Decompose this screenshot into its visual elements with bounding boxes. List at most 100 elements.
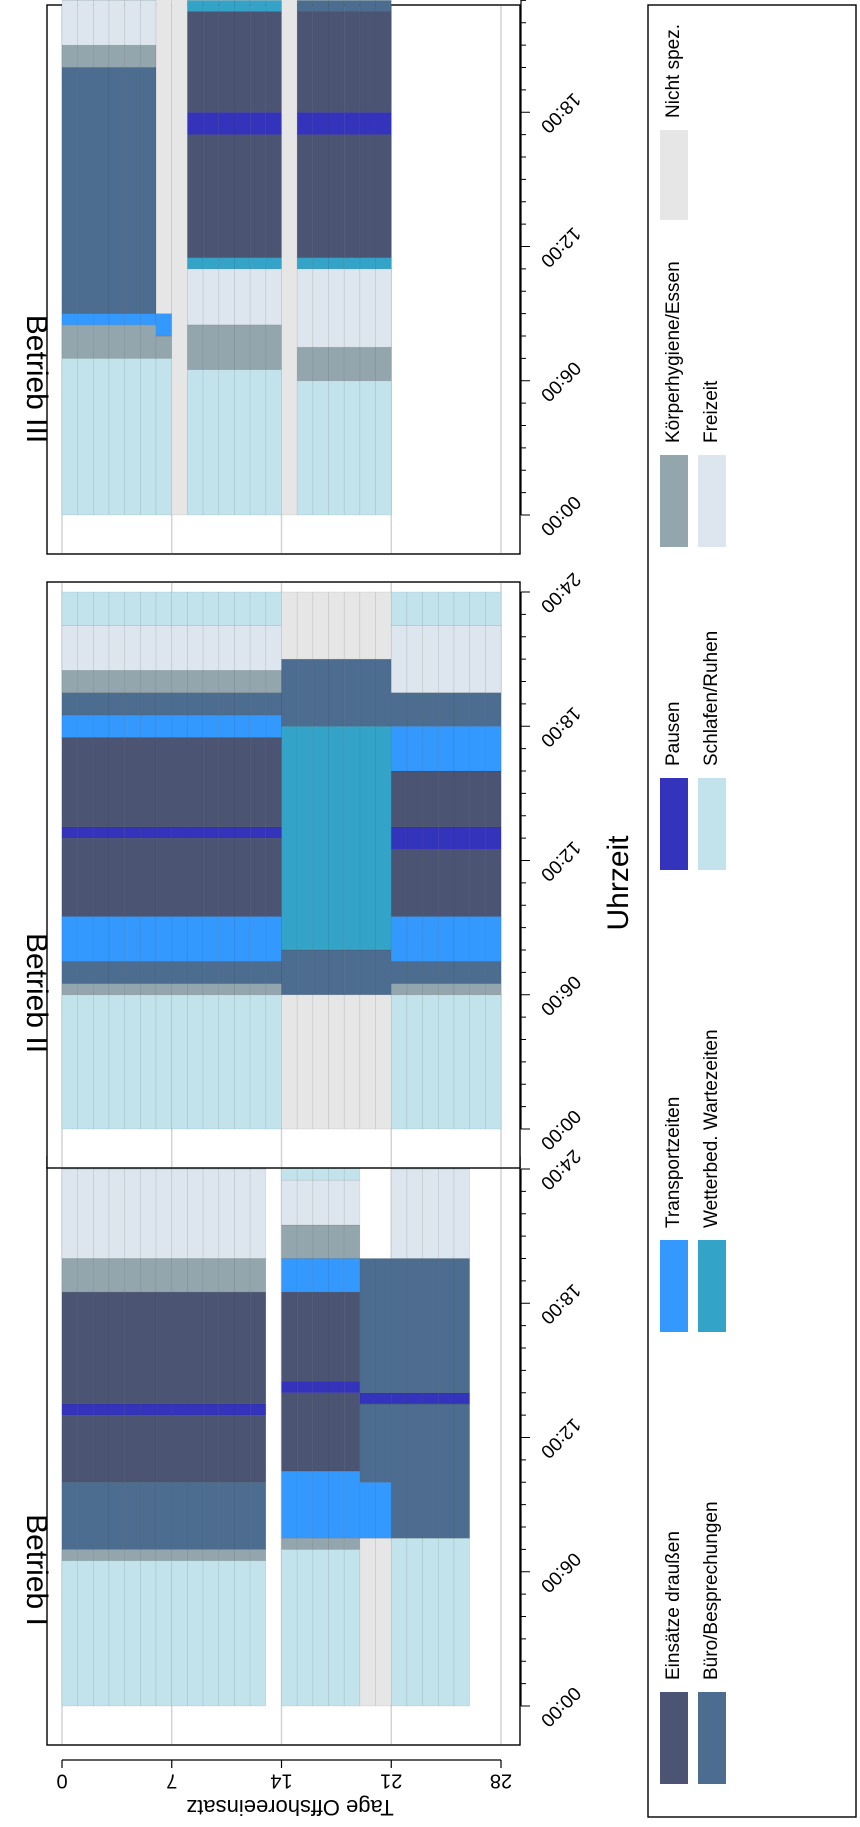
data-segment: [485, 849, 502, 917]
data-segment: [234, 1549, 251, 1561]
data-segment: [281, 1291, 298, 1382]
data-segment: [234, 0, 251, 12]
data-segment: [296, 1179, 314, 1226]
data-segment: [234, 1168, 251, 1259]
data-segment: [359, 1537, 376, 1707]
legend-label: Pausen: [663, 702, 684, 766]
hour-tick-label: 24:00: [536, 568, 584, 616]
data-segment: [108, 44, 126, 68]
data-segment: [202, 837, 220, 917]
data-segment: [124, 692, 141, 716]
data-segment: [218, 369, 235, 516]
data-segment: [328, 380, 345, 516]
data-segment: [234, 591, 251, 626]
data-segment: [390, 625, 408, 693]
data-segment: [328, 11, 345, 113]
data-segment: [61, 591, 78, 626]
data-segment: [77, 313, 94, 326]
data-segment: [171, 625, 188, 671]
data-segment: [187, 1560, 204, 1707]
data-segment: [61, 994, 78, 1130]
data-segment: [108, 692, 126, 716]
data-segment: [61, 1549, 78, 1561]
data-segment: [312, 257, 329, 270]
data-segment: [375, 1258, 392, 1394]
data-segment: [265, 960, 282, 984]
data-segment: [77, 960, 94, 984]
data-segment: [422, 1258, 439, 1394]
data-segment: [108, 324, 126, 359]
data-segment: [422, 960, 439, 984]
data-segment: [140, 960, 157, 984]
data-segment: [61, 324, 78, 359]
data-segment: [265, 737, 282, 828]
data-segment: [406, 849, 423, 917]
data-segment: [437, 725, 455, 772]
data-segment: [108, 1560, 126, 1707]
data-segment: [61, 1258, 78, 1293]
data-segment: [390, 1403, 408, 1539]
data-segment: [406, 1168, 423, 1259]
data-segment: [375, 994, 392, 1130]
data-segment: [296, 257, 314, 270]
data-segment: [265, 826, 282, 839]
day-tick-label: 14: [270, 1770, 292, 1792]
data-segment: [359, 111, 376, 135]
data-segment: [93, 1291, 110, 1405]
data-segment: [187, 324, 204, 370]
data-segment: [93, 960, 110, 984]
hour-tick-label: 24:00: [536, 0, 584, 3]
data-segment: [359, 268, 376, 348]
data-segment: [375, 949, 392, 996]
data-segment: [155, 983, 173, 996]
data-segment: [328, 994, 345, 1130]
data-segment: [61, 983, 78, 996]
data-segment: [108, 714, 126, 738]
data-segment: [328, 1179, 345, 1226]
data-segment: [296, 658, 314, 727]
data-segment: [202, 11, 220, 113]
data-segment: [61, 0, 78, 46]
data-segment: [390, 591, 408, 626]
data-segment: [77, 1481, 94, 1550]
data-segment: [171, 737, 188, 828]
data-segment: [359, 257, 376, 270]
data-segment: [359, 380, 376, 516]
data-segment: [359, 1258, 376, 1394]
data-segment: [312, 1224, 329, 1259]
data-segment: [140, 591, 157, 626]
data-segment: [485, 770, 502, 828]
data-segment: [265, 134, 282, 258]
data-segment: [124, 983, 141, 996]
data-segment: [108, 1549, 126, 1561]
data-segment: [390, 916, 408, 962]
data-segment: [234, 1291, 251, 1405]
data-segment: [124, 960, 141, 984]
data-segment: [281, 0, 298, 516]
data-segment: [77, 1258, 94, 1293]
data-segment: [61, 737, 78, 828]
data-segment: [328, 257, 345, 270]
data-segment: [359, 949, 376, 996]
data-segment: [390, 983, 408, 996]
data-segment: [61, 714, 78, 738]
data-segment: [155, 0, 173, 314]
data-segment: [202, 994, 220, 1130]
data-segment: [343, 1549, 361, 1707]
data-segment: [406, 994, 423, 1130]
data-segment: [61, 625, 78, 671]
data-segment: [124, 44, 141, 68]
data-segment: [218, 11, 235, 113]
data-segment: [328, 346, 345, 382]
data-segment: [93, 670, 110, 693]
data-segment: [312, 994, 329, 1130]
data-segment: [406, 1537, 423, 1707]
data-segment: [140, 324, 157, 359]
data-segment: [155, 313, 173, 337]
data-segment: [155, 1403, 173, 1416]
legend-label: Einsätze draußen: [663, 1531, 684, 1680]
data-segment: [296, 1291, 314, 1382]
hour-tick-label: 00:00: [536, 491, 584, 539]
data-segment: [155, 714, 173, 738]
data-segment: [485, 692, 502, 727]
